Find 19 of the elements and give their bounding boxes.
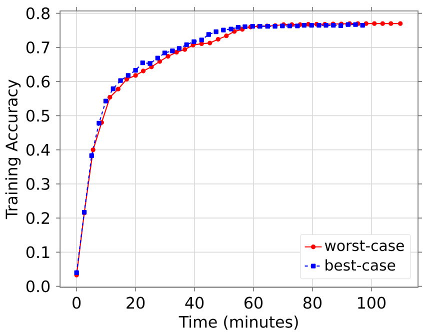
legend-label: worst-case xyxy=(324,240,404,252)
x-tick-label: 40 xyxy=(185,296,204,309)
legend-label: best-case xyxy=(326,259,396,271)
x-axis-title: Time (minutes) xyxy=(178,316,298,330)
y-tick-label: 0.0 xyxy=(26,280,50,292)
x-tick-label: 20 xyxy=(126,296,145,309)
y-tick-label: 0.1 xyxy=(26,246,50,258)
x-tick-label: 60 xyxy=(244,296,263,309)
y-axis-title: Training Accuracy xyxy=(5,80,21,220)
x-tick-label: 0 xyxy=(72,296,81,309)
y-tick-label: 0.8 xyxy=(26,7,50,20)
y-tick-label: 0.4 xyxy=(26,144,50,156)
x-tick-label: 80 xyxy=(303,296,322,309)
y-tick-label: 0.2 xyxy=(26,212,50,224)
x-tick-label: 100 xyxy=(358,296,386,309)
y-tick-label: 0.5 xyxy=(26,110,50,122)
y-tick-label: 0.7 xyxy=(26,41,50,54)
y-tick-label: 0.3 xyxy=(26,178,50,190)
y-tick-label: 0.6 xyxy=(26,76,50,88)
